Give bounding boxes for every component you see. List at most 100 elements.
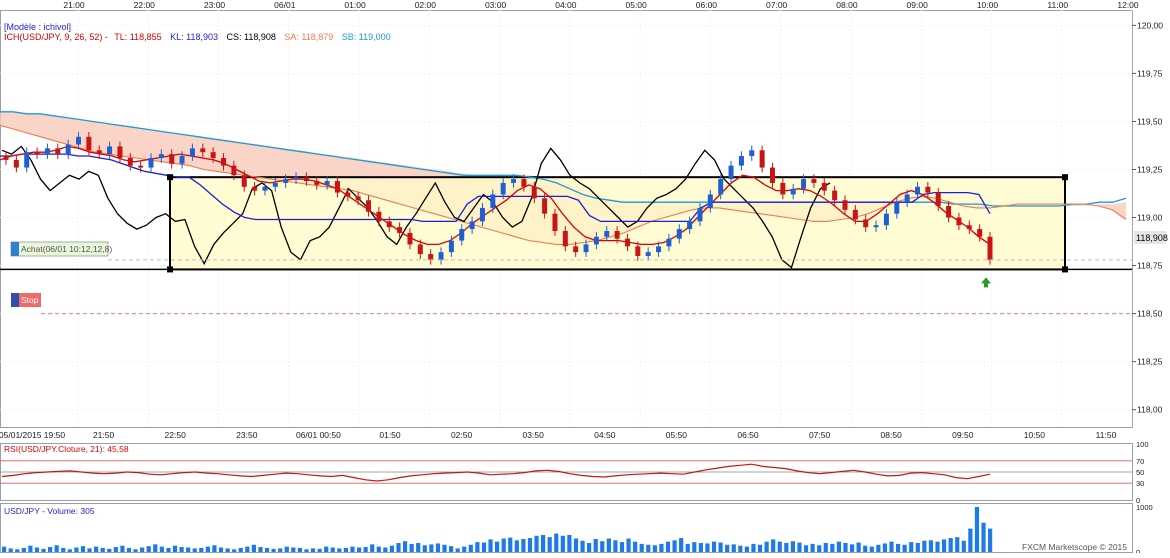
cloud-segment bbox=[271, 146, 285, 182]
y-tick-label: 118,25 bbox=[1137, 357, 1163, 367]
candle-body bbox=[438, 252, 444, 260]
volume-bar bbox=[251, 544, 256, 552]
volume-bar bbox=[448, 546, 454, 552]
candle-body bbox=[417, 244, 423, 255]
order-levels bbox=[41, 259, 1132, 315]
volume-bar bbox=[462, 546, 467, 552]
rsi-tick-label: 0 bbox=[1136, 496, 1140, 505]
candle-body bbox=[397, 227, 403, 233]
volume-bar bbox=[94, 546, 99, 552]
rsi-line bbox=[1, 463, 991, 482]
volume-bar bbox=[350, 546, 355, 552]
candle-body bbox=[977, 229, 983, 237]
top-time-label: 11:00 bbox=[1047, 0, 1068, 10]
volume-bar bbox=[186, 547, 191, 552]
volume-bar bbox=[587, 543, 592, 552]
top-time-label: 02:00 bbox=[415, 0, 437, 10]
candle-body bbox=[656, 246, 662, 253]
volume-bar bbox=[567, 534, 572, 552]
bottom-time-label: 11:50 bbox=[1096, 430, 1117, 440]
volume-bar bbox=[909, 542, 914, 552]
volume-bar bbox=[527, 538, 533, 552]
volume-bar bbox=[573, 538, 579, 552]
volume-bar bbox=[889, 541, 894, 552]
volume-bar bbox=[232, 549, 237, 552]
buy-arrow-icon bbox=[981, 277, 991, 288]
copyright: FXCM Marketscope © 2015 bbox=[1022, 542, 1127, 552]
candle-body bbox=[221, 157, 227, 166]
candle-body bbox=[314, 181, 320, 185]
volume-bar bbox=[849, 544, 855, 552]
candle-body bbox=[210, 152, 216, 158]
candle-body bbox=[749, 150, 755, 157]
volume-bar bbox=[330, 547, 335, 552]
volume-bar bbox=[120, 545, 125, 552]
volume-bar bbox=[205, 546, 210, 552]
bottom-time-label: 21:50 bbox=[93, 430, 115, 440]
volume-bar bbox=[633, 541, 638, 552]
candle-body bbox=[873, 225, 879, 228]
volume-label: USD/JPY - Volume: 305 bbox=[4, 506, 95, 516]
candle-body bbox=[200, 148, 206, 153]
volume-bar bbox=[100, 547, 105, 552]
cloud-segment bbox=[54, 115, 68, 145]
bottom-time-label: 03:50 bbox=[523, 430, 545, 440]
candle-body bbox=[303, 177, 309, 182]
candle-body bbox=[345, 192, 351, 197]
ichimoku-legend: ICH(USD/JPY, 9, 26, 52) - TL: 118,855 KL… bbox=[4, 32, 391, 42]
candle-body bbox=[780, 182, 786, 195]
top-time-label: 12:00 bbox=[1117, 0, 1139, 10]
top-time-label: 01:00 bbox=[344, 0, 366, 10]
volume-bar bbox=[317, 548, 322, 552]
volume-bar bbox=[107, 548, 112, 552]
buy-tag[interactable]: Achat(06/01 10:12,12,8) bbox=[10, 241, 112, 257]
volume-bar bbox=[514, 540, 519, 552]
volume-bar bbox=[626, 538, 631, 552]
volume-bar bbox=[843, 543, 848, 552]
candle-body bbox=[252, 186, 258, 191]
candle-body bbox=[127, 157, 133, 166]
volume-bar bbox=[495, 541, 500, 552]
candle-body bbox=[956, 217, 962, 226]
volume-bar bbox=[383, 547, 388, 552]
volume-bar bbox=[435, 543, 441, 552]
candle-body bbox=[65, 144, 71, 155]
candle-body bbox=[728, 165, 734, 180]
volume-bar bbox=[54, 545, 59, 552]
volume-bar bbox=[343, 547, 349, 552]
volume-bar bbox=[606, 538, 611, 552]
candle-body bbox=[687, 221, 693, 230]
box-handles[interactable] bbox=[0, 174, 1132, 273]
volume-bar bbox=[166, 547, 171, 552]
volume-bar bbox=[836, 541, 842, 552]
y-tick-label: 119,00 bbox=[1137, 213, 1163, 223]
volume-bar bbox=[764, 541, 769, 552]
candle-body bbox=[293, 177, 299, 180]
candle-body bbox=[428, 254, 434, 260]
candle-body bbox=[718, 179, 724, 195]
candle-body bbox=[593, 236, 599, 245]
candle-body bbox=[107, 146, 113, 155]
volume-bar bbox=[935, 541, 940, 552]
volume-bar bbox=[705, 543, 710, 552]
volume-bar bbox=[922, 540, 927, 552]
candle-body bbox=[479, 207, 485, 222]
volume-bar bbox=[652, 545, 657, 552]
candle-body bbox=[355, 196, 361, 201]
volume-bar bbox=[856, 542, 861, 552]
candle-body bbox=[614, 230, 620, 239]
volume-bar bbox=[363, 547, 368, 552]
bottom-time-label: 23:50 bbox=[236, 430, 258, 440]
volume-bar bbox=[863, 545, 868, 552]
volume-bar bbox=[797, 542, 802, 552]
candle-body bbox=[842, 200, 848, 210]
stop-tag[interactable]: Stop bbox=[11, 293, 41, 307]
candle-body bbox=[13, 159, 19, 168]
cloud-segment bbox=[257, 144, 272, 180]
candle-body bbox=[707, 194, 713, 208]
volume-bar bbox=[80, 546, 86, 552]
volume-bar bbox=[981, 522, 986, 552]
candle-body bbox=[324, 181, 330, 185]
